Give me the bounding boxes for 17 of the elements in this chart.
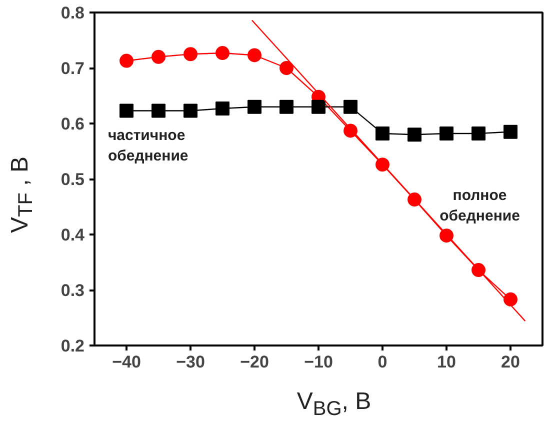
x-tick-label: −10	[304, 352, 333, 372]
annotation: полное обеднение	[440, 186, 520, 224]
y-tick-label: 0.3	[60, 281, 85, 300]
y-tick-label: 0.4	[60, 226, 86, 244]
x-tick-label: −20	[240, 352, 269, 372]
x-axis-title: V$_{BG}$, B	[296, 387, 372, 422]
y-tick-label: 0.8	[60, 4, 85, 22]
x-tick-label: 10	[437, 352, 456, 372]
annotation: частичное обеднение	[108, 127, 188, 164]
y-tick-label: 0.7	[60, 59, 85, 78]
y-tick-label: 0.6	[60, 114, 85, 134]
x-tick-label: −30	[176, 352, 205, 372]
x-tick-label: 0	[378, 352, 388, 372]
y-tick-label: 0.5	[60, 170, 85, 189]
x-tick-label: 20	[501, 352, 520, 372]
x-tick-label: −40	[112, 352, 141, 372]
y-tick-label: 0.2	[60, 336, 85, 356]
